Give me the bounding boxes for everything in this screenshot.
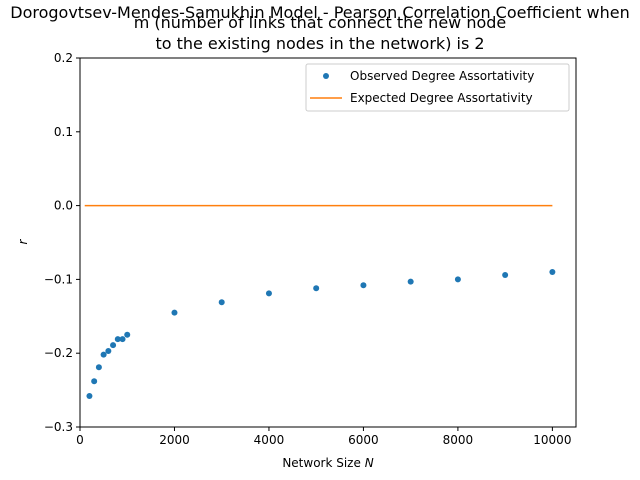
chart-title-line-3: to the existing nodes in the network) is… [155, 34, 484, 53]
observed-data-point [95, 364, 102, 371]
observed-data-point [407, 278, 414, 285]
y-tick-label: −0.2 [44, 346, 73, 360]
y-tick-label: 0.2 [54, 51, 73, 65]
observed-data-point [454, 276, 461, 283]
observed-data-point [313, 285, 320, 292]
observed-data-point [265, 290, 272, 297]
y-axis-ticks: −0.3 −0.2 −0.1 0.0 0.1 0.2 [44, 51, 80, 434]
observed-data-point [110, 342, 117, 349]
x-tick-label: 0 [76, 433, 84, 447]
observed-data-point [119, 336, 126, 343]
x-tick-label: 2000 [159, 433, 190, 447]
x-tick-label: 6000 [348, 433, 379, 447]
observed-data-point [91, 378, 98, 385]
x-tick-label: 10000 [533, 433, 571, 447]
observed-data-point [114, 336, 121, 343]
y-tick-label: 0.0 [54, 199, 73, 213]
chart-title-line-1: Dorogovtsev-Mendes-Samukhin Model - Pear… [10, 3, 630, 22]
observed-data-point [171, 309, 178, 316]
observed-data-point [360, 282, 367, 289]
y-tick-label: 0.1 [54, 125, 73, 139]
legend-entries: Observed Degree Assortativity Expected De… [310, 69, 534, 105]
x-axis-label: Network Size N [282, 456, 373, 470]
y-tick-label: −0.1 [44, 272, 73, 286]
legend-marker-swatch [323, 73, 329, 79]
legend-entry-label: Expected Degree Assortativity [350, 91, 533, 105]
legend-box [305, 63, 570, 112]
observed-data-point [86, 393, 93, 400]
legend: Observed Degree Assortativity Expected De… [305, 63, 570, 112]
observed-data-point [124, 331, 131, 338]
y-tick-label: −0.3 [44, 420, 73, 434]
chart-title: Dorogovtsev-Mendes-Samukhin Model - Pear… [10, 3, 630, 53]
x-axis-ticks: 0 2000 4000 6000 8000 10000 [76, 427, 571, 447]
x-tick-label: 8000 [443, 433, 474, 447]
chart-title-line-2: m (number of links that connect the new … [134, 13, 507, 32]
legend-entry-label: Observed Degree Assortativity [350, 69, 534, 83]
x-axis-label-text: Network Size [282, 456, 364, 470]
x-axis-label-symbol: N [365, 456, 374, 470]
y-axis-label: r [16, 238, 30, 244]
x-tick-label: 4000 [254, 433, 285, 447]
observed-data-point [549, 269, 556, 276]
observed-data-point [105, 347, 112, 354]
observed-data-point [502, 271, 509, 278]
observed-data-point [100, 351, 107, 358]
plot-frame [79, 57, 577, 428]
plot-area [80, 58, 576, 427]
observed-data-point [218, 299, 225, 306]
series-layer [84, 204, 556, 400]
